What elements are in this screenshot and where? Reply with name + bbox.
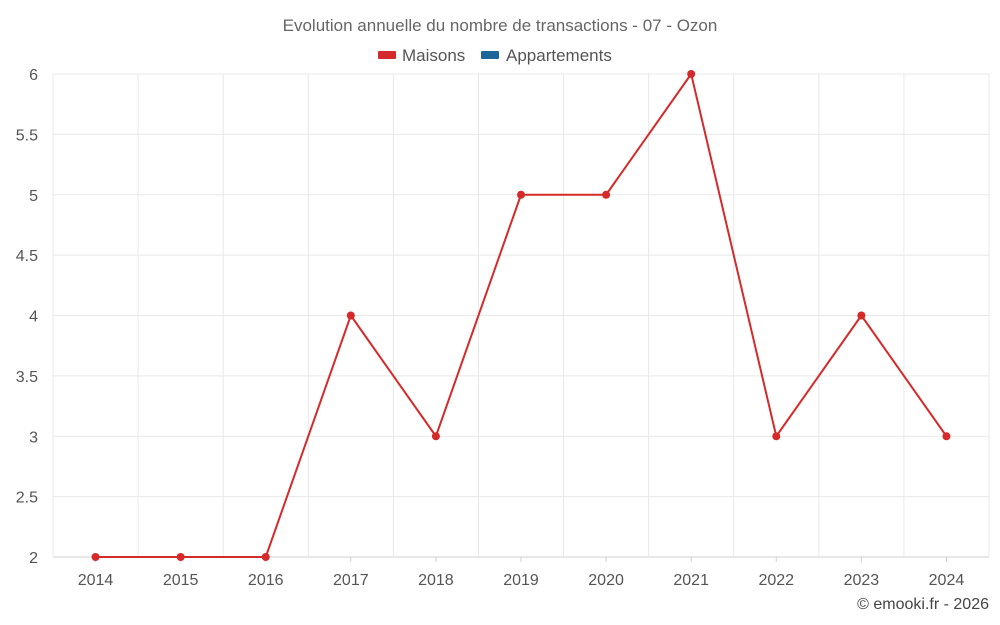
data-point-maisons-2014[interactable]	[91, 553, 100, 561]
x-tick-label: 2016	[248, 572, 284, 589]
y-tick-label: 3	[29, 429, 38, 446]
data-point-maisons-2019[interactable]	[517, 190, 525, 199]
chart-title: Evolution annuelle du nombre de transact…	[283, 16, 718, 35]
x-tick-label: 2014	[78, 572, 114, 589]
x-tick-label: 2019	[503, 572, 539, 589]
data-point-maisons-2024[interactable]	[942, 432, 951, 441]
data-point-maisons-2020[interactable]	[602, 190, 611, 199]
footer-credit: © emooki.fr - 2026	[857, 596, 989, 613]
x-tick-label: 2017	[333, 572, 369, 589]
data-point-maisons-2023[interactable]	[857, 311, 866, 320]
data-point-maisons-2018[interactable]	[431, 432, 440, 441]
x-tick-label: 2023	[844, 572, 880, 589]
data-point-maisons-2016[interactable]	[261, 553, 270, 561]
data-point-maisons-2017[interactable]	[346, 311, 355, 320]
y-tick-label: 4.5	[16, 248, 38, 265]
y-tick-label: 5.5	[16, 127, 38, 144]
legend-swatch-appartements	[481, 51, 499, 59]
series-layer	[91, 70, 951, 561]
legend: Maisons Appartements	[378, 46, 612, 65]
legend-item-appartements[interactable]: Appartements	[481, 46, 612, 65]
y-tick-label: 5	[29, 188, 38, 205]
x-axis: 2014 2015 2016 2017 2018 2019 2020 2021 2022 2023…	[78, 557, 965, 589]
legend-label-maisons: Maisons	[402, 46, 465, 65]
x-tick-label: 2020	[588, 572, 624, 589]
y-tick-label: 2.5	[16, 490, 38, 507]
grid	[52, 73, 990, 558]
x-tick-label: 2024	[929, 572, 965, 589]
x-tick-label: 2021	[673, 572, 709, 589]
y-tick-label: 4	[29, 309, 38, 326]
x-tick-label: 2018	[418, 572, 454, 589]
y-axis: 2 2.5 3 3.5 4 4.5 5 5.5 6	[16, 67, 38, 567]
data-point-maisons-2021[interactable]	[687, 70, 696, 78]
x-tick-label: 2022	[758, 572, 794, 589]
legend-item-maisons[interactable]: Maisons	[378, 46, 465, 65]
y-tick-label: 6	[29, 67, 38, 84]
x-tick-label: 2015	[163, 572, 199, 589]
y-tick-label: 2	[29, 550, 38, 567]
data-point-maisons-2022[interactable]	[772, 432, 781, 441]
data-point-maisons-2015[interactable]	[176, 553, 185, 561]
legend-swatch-maisons	[378, 51, 396, 59]
y-tick-label: 3.5	[16, 369, 38, 386]
legend-label-appartements: Appartements	[506, 46, 612, 65]
